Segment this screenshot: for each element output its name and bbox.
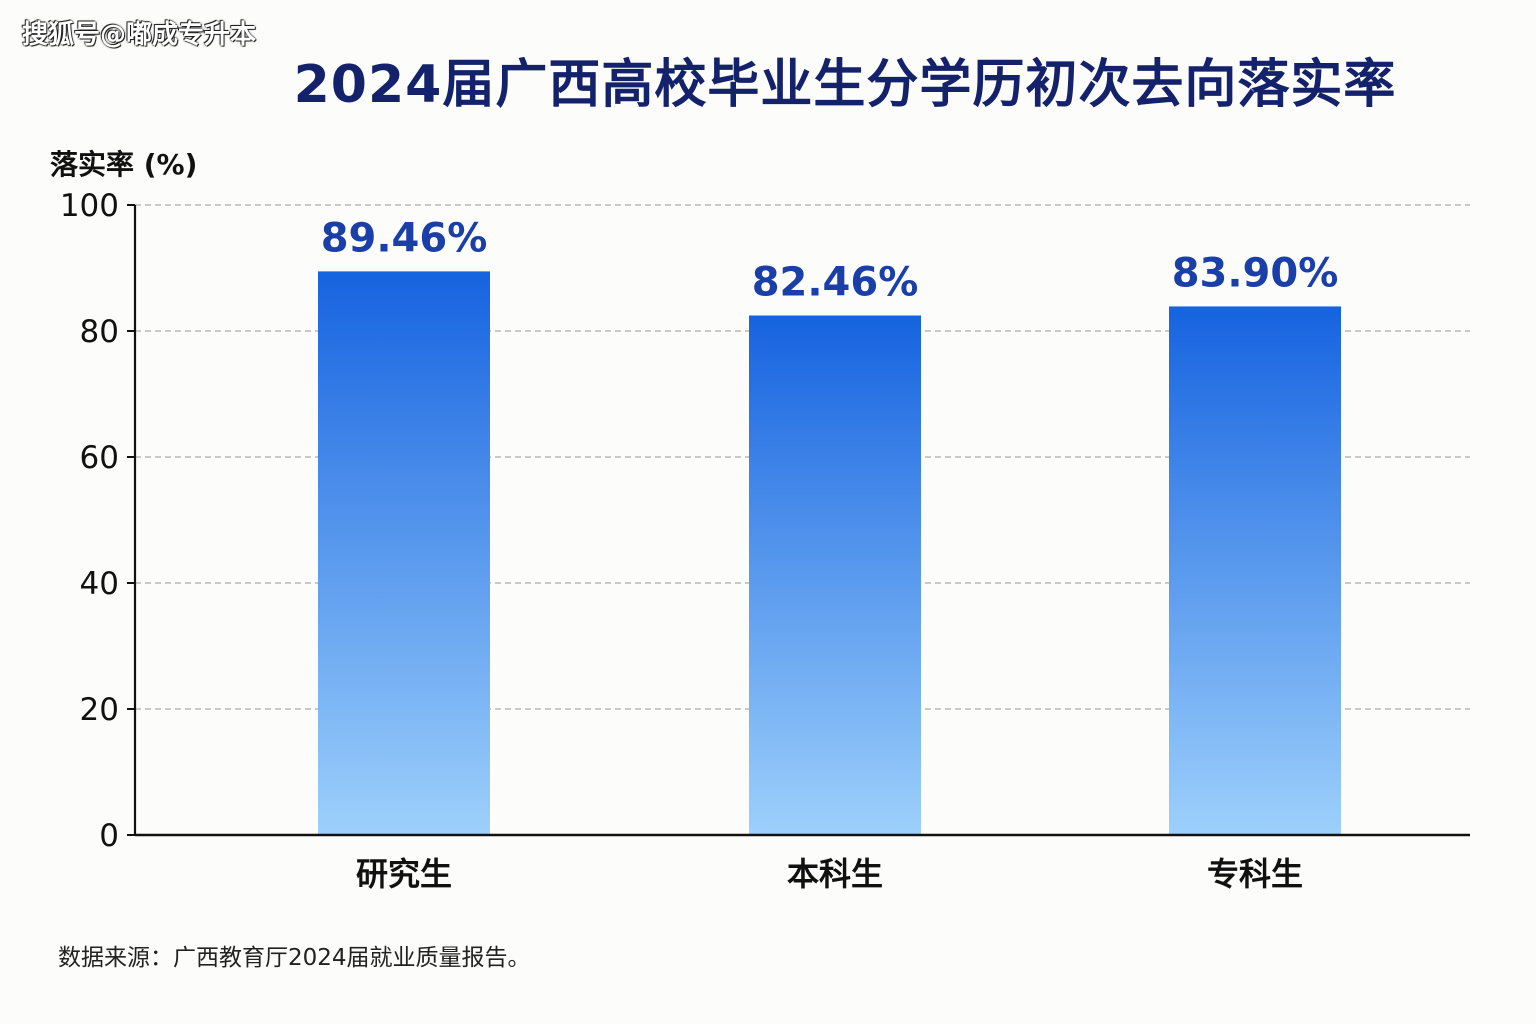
y-tick-label: 80	[80, 314, 119, 350]
y-tick-label: 40	[80, 566, 119, 602]
y-tick-label: 100	[60, 188, 119, 224]
data-label: 82.46%	[752, 260, 919, 306]
chart-title: 2024届广西高校毕业生分学历初次去向落实率	[293, 55, 1397, 115]
data-source-note: 数据来源：广西教育厅2024届就业质量报告。	[58, 945, 531, 971]
x-tick-label: 专科生	[1207, 855, 1303, 893]
data-label: 83.90%	[1172, 250, 1339, 296]
x-tick-label: 本科生	[787, 855, 883, 893]
bar-3	[1169, 306, 1341, 835]
data-label: 89.46%	[321, 215, 488, 261]
y-tick-label: 60	[80, 440, 119, 476]
y-tick-label: 20	[80, 692, 119, 728]
x-tick-label: 研究生	[356, 855, 452, 893]
bar-2	[749, 315, 921, 835]
y-tick-label: 0	[99, 818, 119, 854]
watermark: 搜狐号@嘟成专升本	[22, 20, 257, 50]
y-axis-label: 落实率 (%)	[50, 148, 198, 181]
bar-1	[318, 271, 490, 836]
